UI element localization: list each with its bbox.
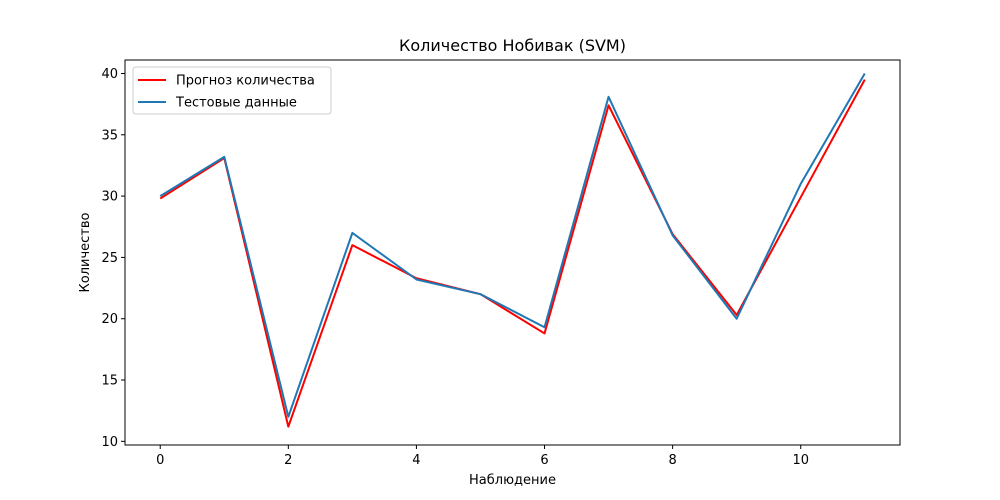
y-axis: 10 15 20 25 30 35 40 <box>101 67 125 450</box>
series-line-2 <box>159 72 866 418</box>
legend-box <box>132 66 332 115</box>
x-tick-label: 8 <box>668 453 676 468</box>
legend: Прогноз количества Тестовые данные <box>132 66 332 115</box>
plot-frame <box>124 59 901 446</box>
x-axis-title: Наблюдение <box>469 473 556 488</box>
x-tick-label: 0 <box>156 453 164 468</box>
x-tick-label: 2 <box>284 453 292 468</box>
y-tick-label: 10 <box>101 435 118 450</box>
y-tick-label: 15 <box>101 374 118 389</box>
y-axis-title: Количество <box>78 212 93 292</box>
x-tick-label: 6 <box>540 453 548 468</box>
legend-label: Прогноз количества <box>176 74 315 89</box>
x-tick-label: 10 <box>792 453 809 468</box>
y-tick-label: 20 <box>101 312 118 327</box>
y-tick-label: 35 <box>101 128 118 143</box>
chart-title: Количество Нобивак (SVM) <box>399 36 626 55</box>
y-tick-label: 40 <box>101 67 118 82</box>
x-axis: 0 2 4 6 8 10 <box>156 445 809 468</box>
x-tick-label: 4 <box>412 453 420 468</box>
y-tick-label: 30 <box>101 190 118 205</box>
series-line-1 <box>159 79 866 428</box>
legend-label: Тестовые данные <box>175 96 297 111</box>
y-tick-label: 25 <box>101 251 118 266</box>
series-layer <box>159 72 866 428</box>
